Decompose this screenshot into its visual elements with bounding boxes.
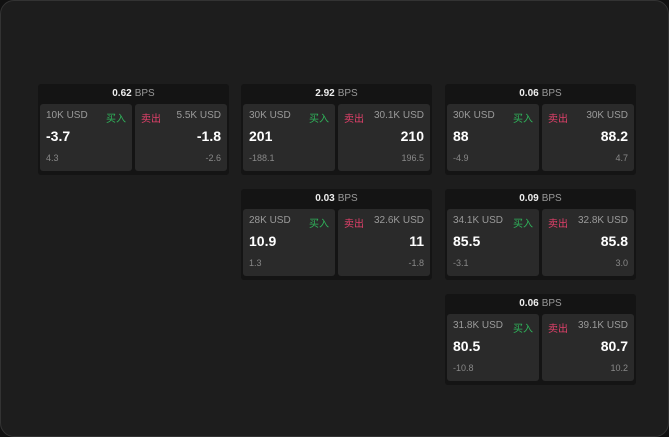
ask-change: -2.6: [205, 153, 221, 163]
bid-price: 88: [453, 128, 469, 144]
sell-button[interactable]: 卖出 32.8K USD 85.8 3.0: [542, 209, 634, 276]
bid-change: -4.9: [453, 153, 469, 163]
buy-button[interactable]: 30K USD 买入 88 -4.9: [447, 104, 539, 171]
spread-header: 0.06 BPS: [445, 294, 636, 314]
bid-change: -10.8: [453, 363, 474, 373]
bid-size: 28K USD: [249, 215, 291, 226]
bid-size: 10K USD: [46, 110, 88, 121]
bid-size: 31.8K USD: [453, 320, 504, 331]
bid-price: 85.5: [453, 233, 481, 249]
spread-unit: BPS: [337, 88, 358, 99]
quote-card: 0.06 BPS 30K USD 买入 88 -4.9 卖出 30K USD 88…: [445, 84, 636, 175]
buy-button[interactable]: 10K USD 买入 -3.7 4.3: [40, 104, 132, 171]
bid-change: -3.1: [453, 258, 469, 268]
sell-button[interactable]: 卖出 30.1K USD 210 196.5: [338, 104, 430, 171]
ask-price: 88.2: [600, 128, 628, 144]
buy-label: 买入: [513, 114, 533, 125]
spread-unit: BPS: [541, 88, 562, 99]
spread-unit: BPS: [337, 193, 358, 204]
ask-change: 4.7: [615, 153, 628, 163]
bid-size: 30K USD: [453, 110, 495, 121]
bid-price: -3.7: [46, 128, 71, 144]
buy-button[interactable]: 34.1K USD 买入 85.5 -3.1: [447, 209, 539, 276]
quote-card: 0.62 BPS 10K USD 买入 -3.7 4.3 卖出 5.5K USD …: [38, 84, 229, 175]
buy-label: 买入: [309, 114, 329, 125]
sell-label: 卖出: [344, 219, 364, 230]
buy-button[interactable]: 28K USD 买入 10.9 1.3: [243, 209, 335, 276]
ask-price: 11: [409, 233, 424, 249]
spread-value: 0.06: [519, 298, 539, 309]
spread-value: 0.09: [519, 193, 539, 204]
bid-change: 4.3: [46, 153, 59, 163]
bid-change: -188.1: [249, 153, 275, 163]
ask-change: 196.5: [401, 153, 424, 163]
sell-button[interactable]: 卖出 30K USD 88.2 4.7: [542, 104, 634, 171]
bid-price: 10.9: [249, 233, 277, 249]
sell-label: 卖出: [141, 114, 161, 125]
ask-size: 30.1K USD: [373, 110, 424, 121]
quote-card: 0.03 BPS 28K USD 买入 10.9 1.3 卖出 32.6K USD…: [241, 189, 432, 280]
bid-price: 80.5: [453, 338, 481, 354]
bid-price: 201: [249, 128, 273, 144]
spread-value: 0.03: [315, 193, 335, 204]
quote-card: 2.92 BPS 30K USD 买入 201 -188.1 卖出 30.1K U…: [241, 84, 432, 175]
ask-size: 5.5K USD: [176, 110, 221, 121]
ask-price: -1.8: [196, 128, 221, 144]
ask-size: 32.6K USD: [373, 215, 424, 226]
spread-unit: BPS: [134, 88, 155, 99]
sell-label: 卖出: [344, 114, 364, 125]
sell-label: 卖出: [548, 219, 568, 230]
spread-value: 0.06: [519, 88, 539, 99]
buy-label: 买入: [309, 219, 329, 230]
ask-size: 32.8K USD: [577, 215, 628, 226]
quote-card: 0.09 BPS 34.1K USD 买入 85.5 -3.1 卖出 32.8K …: [445, 189, 636, 280]
bid-change: 1.3: [249, 258, 262, 268]
buy-button[interactable]: 31.8K USD 买入 80.5 -10.8: [447, 314, 539, 381]
ask-price: 80.7: [600, 338, 628, 354]
ask-change: 10.2: [610, 363, 628, 373]
bid-size: 30K USD: [249, 110, 291, 121]
sell-button[interactable]: 卖出 39.1K USD 80.7 10.2: [542, 314, 634, 381]
spread-unit: BPS: [541, 193, 562, 204]
ask-size: 30K USD: [586, 110, 628, 121]
bid-size: 34.1K USD: [453, 215, 504, 226]
quote-card: 0.06 BPS 31.8K USD 买入 80.5 -10.8 卖出 39.1K…: [445, 294, 636, 385]
spread-header: 0.06 BPS: [445, 84, 636, 104]
ask-change: -1.8: [408, 258, 424, 268]
buy-label: 买入: [513, 219, 533, 230]
buy-label: 买入: [513, 324, 533, 335]
buy-button[interactable]: 30K USD 买入 201 -188.1: [243, 104, 335, 171]
spread-header: 0.03 BPS: [241, 189, 432, 209]
spread-header: 0.62 BPS: [38, 84, 229, 104]
sell-label: 卖出: [548, 114, 568, 125]
ask-price: 85.8: [600, 233, 628, 249]
spread-value: 2.92: [315, 88, 335, 99]
sell-button[interactable]: 卖出 5.5K USD -1.8 -2.6: [135, 104, 227, 171]
sell-button[interactable]: 卖出 32.6K USD 11 -1.8: [338, 209, 430, 276]
spread-unit: BPS: [541, 298, 562, 309]
sell-label: 卖出: [548, 324, 568, 335]
spread-value: 0.62: [112, 88, 132, 99]
ask-size: 39.1K USD: [577, 320, 628, 331]
ask-price: 210: [400, 128, 424, 144]
ask-change: 3.0: [615, 258, 628, 268]
buy-label: 买入: [106, 114, 126, 125]
spread-header: 2.92 BPS: [241, 84, 432, 104]
spread-header: 0.09 BPS: [445, 189, 636, 209]
